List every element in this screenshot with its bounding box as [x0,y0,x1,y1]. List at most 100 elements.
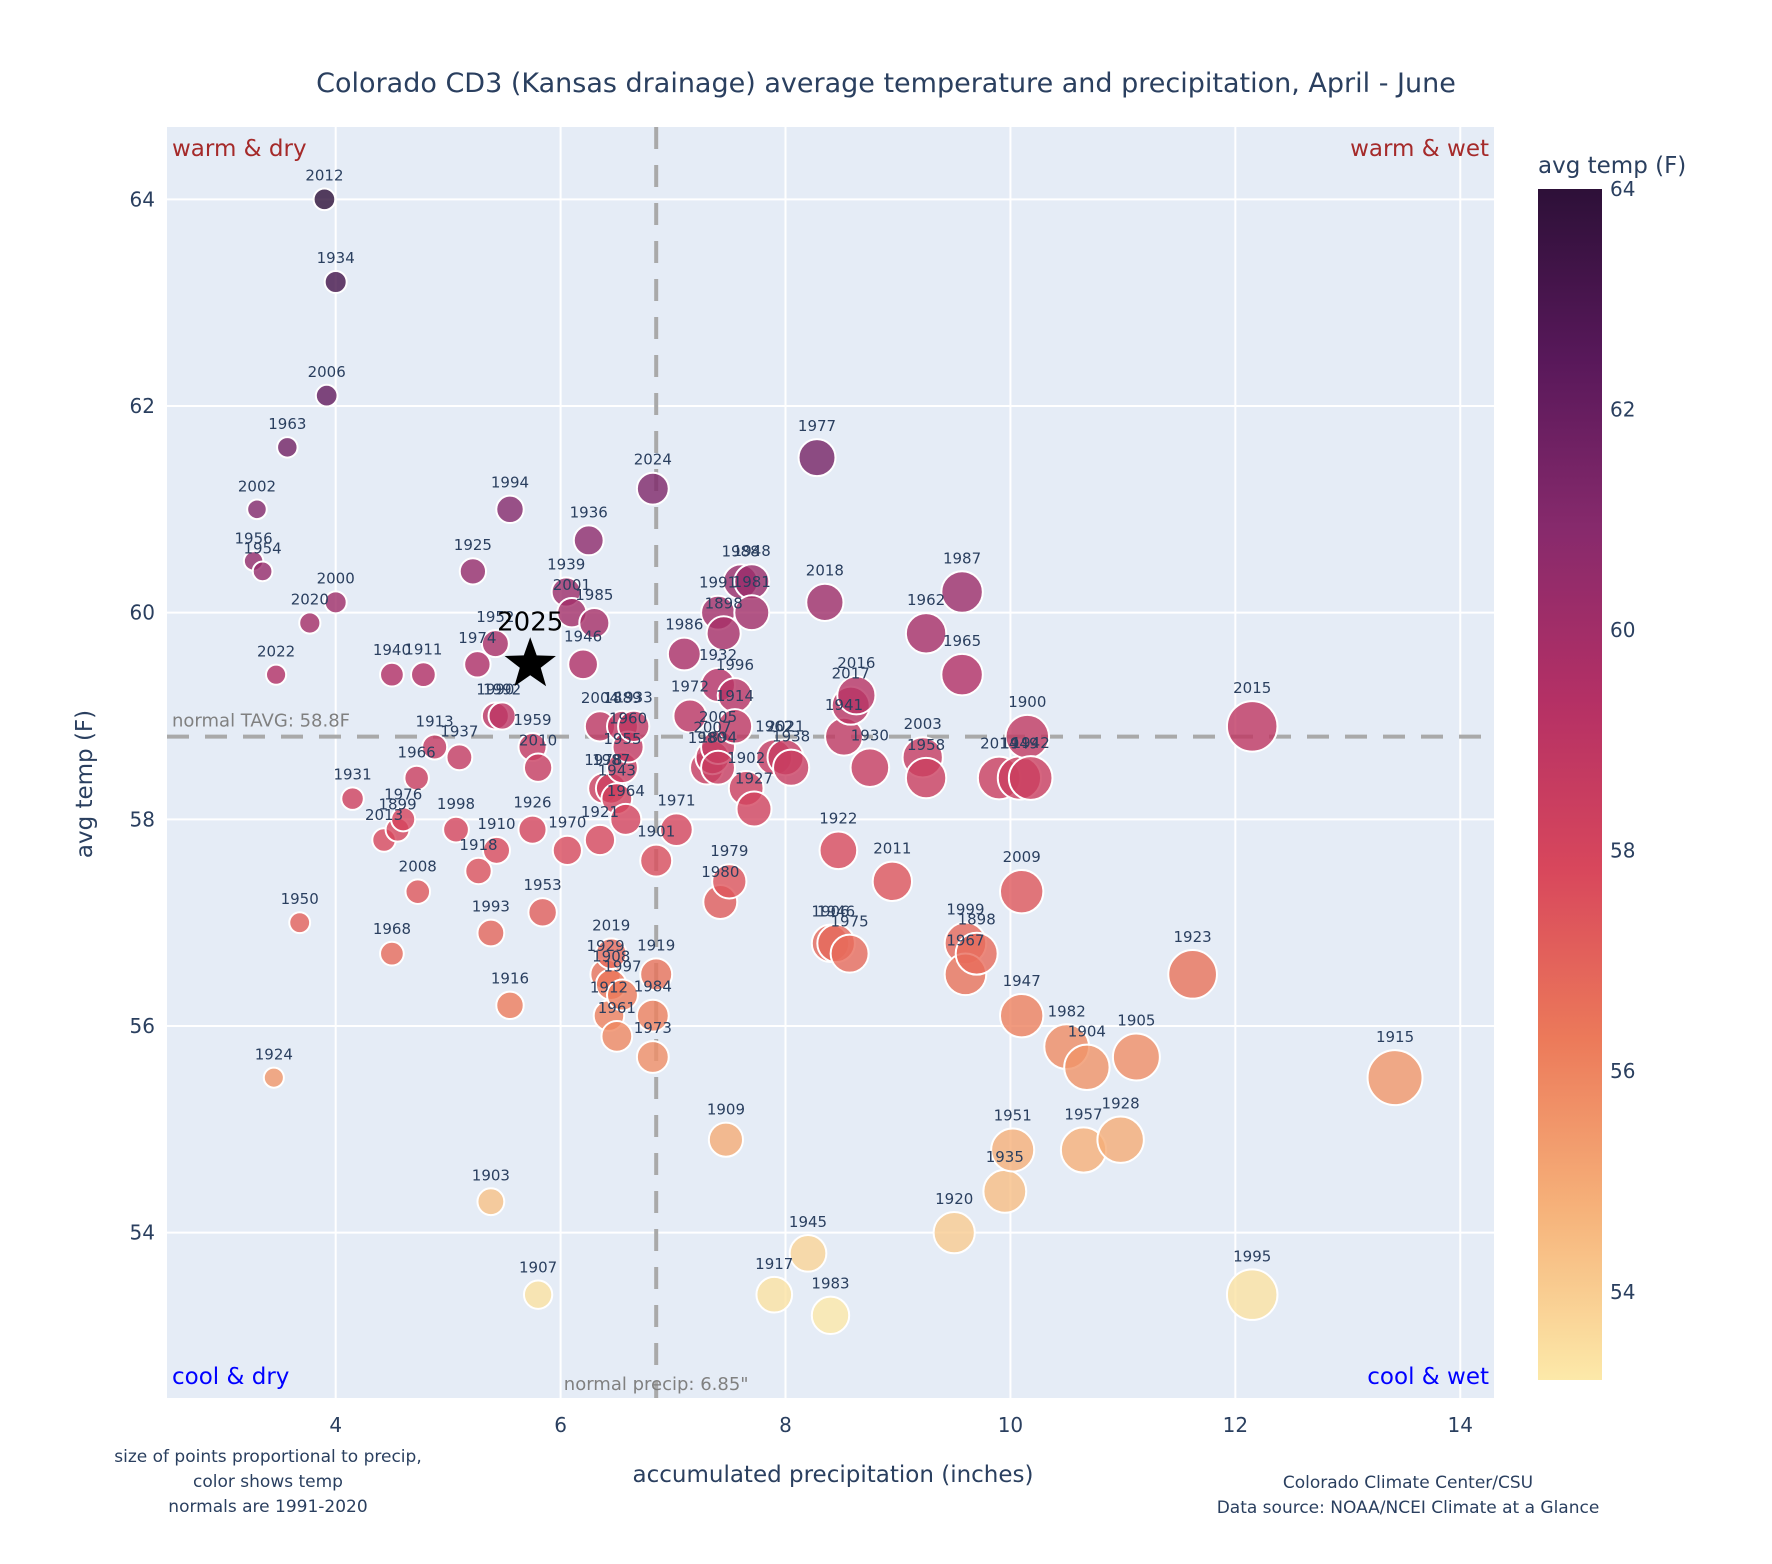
point-label: 1911 [404,640,442,658]
point-label: 1960 [609,709,647,727]
point-label: 1963 [268,415,306,433]
point-1992 [487,701,517,731]
point-label: 2020 [291,590,329,608]
point-label: 1941 [825,696,863,714]
point-2011 [871,860,914,902]
point-label: 2008 [399,857,437,875]
point-1931 [340,786,365,811]
point-1928 [1096,1115,1145,1164]
point-label: 1977 [798,417,836,435]
point-1926 [517,814,548,845]
point-1901 [639,843,674,878]
footnote-left: color shows temp [193,1472,343,1492]
point-1976 [390,806,417,833]
point-label: 1982 [1048,1002,1086,1020]
point-label: 1929 [586,937,624,955]
point-label: 1917 [755,1255,793,1273]
point-label: 2006 [308,363,346,381]
point-label: 1909 [707,1101,745,1119]
point-1927 [735,790,773,828]
point-1971 [659,812,694,847]
quadrant-warm-dry: warm & dry [172,136,307,162]
point-label: 1898 [705,594,743,612]
point-label: 1964 [607,782,645,800]
point-1924 [262,1066,285,1089]
point-label: 1928 [1102,1094,1140,1112]
point-label: 1962 [755,718,793,736]
point-1972 [672,698,708,734]
point-1935 [982,1168,1028,1214]
point-1952 [480,629,510,659]
point-2010 [522,752,554,783]
point-1945 [788,1233,828,1273]
x-tick-label: 8 [779,1413,792,1437]
point-label: 1919 [637,936,675,954]
point-label: 1976 [384,785,422,803]
point-1914 [716,708,754,745]
point-label: 1998 [437,795,475,813]
point-2016 [836,675,877,716]
point-1920 [932,1211,976,1255]
point-label: 1978 [584,751,622,769]
point-1994 [495,494,525,525]
point-label: 1980 [688,729,726,747]
point-1985 [578,606,611,640]
point-label: 1945 [789,1213,827,1231]
y-tick-label: 64 [130,187,155,211]
point-label: 1926 [513,794,551,812]
point-label: 2003 [904,715,942,733]
point-1953 [527,897,558,928]
point-label: 1967 [946,932,984,950]
point-1922 [818,830,859,871]
point-label: 2015 [1233,679,1271,697]
point-1962 [904,612,948,655]
point-label: 1992 [483,680,521,698]
colorbar-tick-label: 58 [1610,839,1635,863]
colorbar-tick-label: 64 [1610,177,1635,201]
x-tick-label: 10 [998,1413,1023,1437]
normal-precip-label: normal precip: 6.85" [564,1374,749,1395]
point-1918 [464,856,493,886]
point-1987 [940,570,984,614]
point-label: 2024 [634,451,672,469]
point-2000 [323,590,348,615]
point-label: 1968 [373,920,411,938]
gridlines [167,127,1494,1398]
point-1930 [849,747,891,788]
point-label: 1975 [831,913,869,931]
point-1903 [476,1187,506,1217]
y-axis-ticks: 54 56 58 60 62 64 [130,187,155,1244]
point-2008 [404,878,432,905]
point-label: 1938 [772,728,810,746]
point-1942 [1007,755,1054,801]
point-label: 1936 [570,503,608,521]
point-1998 [442,815,470,844]
point-2012 [312,187,337,212]
point-label: 1994 [491,474,529,492]
point-1951 [990,1127,1036,1173]
footnotes: size of points proportional to precip, co… [114,1447,1599,1518]
y-tick-label: 56 [130,1014,155,1038]
point-label: 2014 [980,735,1018,753]
point-1958 [904,756,948,800]
point-label: 1934 [317,249,355,267]
point-label: 1946 [817,903,855,921]
point-1894 [700,749,736,786]
point-label: 1935 [986,1148,1024,1166]
point-1970 [551,834,583,866]
point-label: 1970 [548,814,586,832]
point-label: 1962 [907,591,945,609]
colorbar-gradient [1538,189,1602,1380]
point-1950 [288,911,312,935]
footnote-left: size of points proportional to precip, [114,1447,421,1467]
footnote-right: Colorado Climate Center/CSU [1283,1473,1533,1493]
point-1907 [522,1279,554,1310]
point-label: 2017 [832,665,870,683]
point-1923 [1167,948,1218,1000]
quadrant-cool-wet: cool & wet [1367,1364,1489,1390]
point-1937 [445,743,474,772]
point-label: 1906 [811,903,849,921]
point-label: 1898 [958,911,996,929]
x-tick-label: 12 [1223,1413,1248,1437]
